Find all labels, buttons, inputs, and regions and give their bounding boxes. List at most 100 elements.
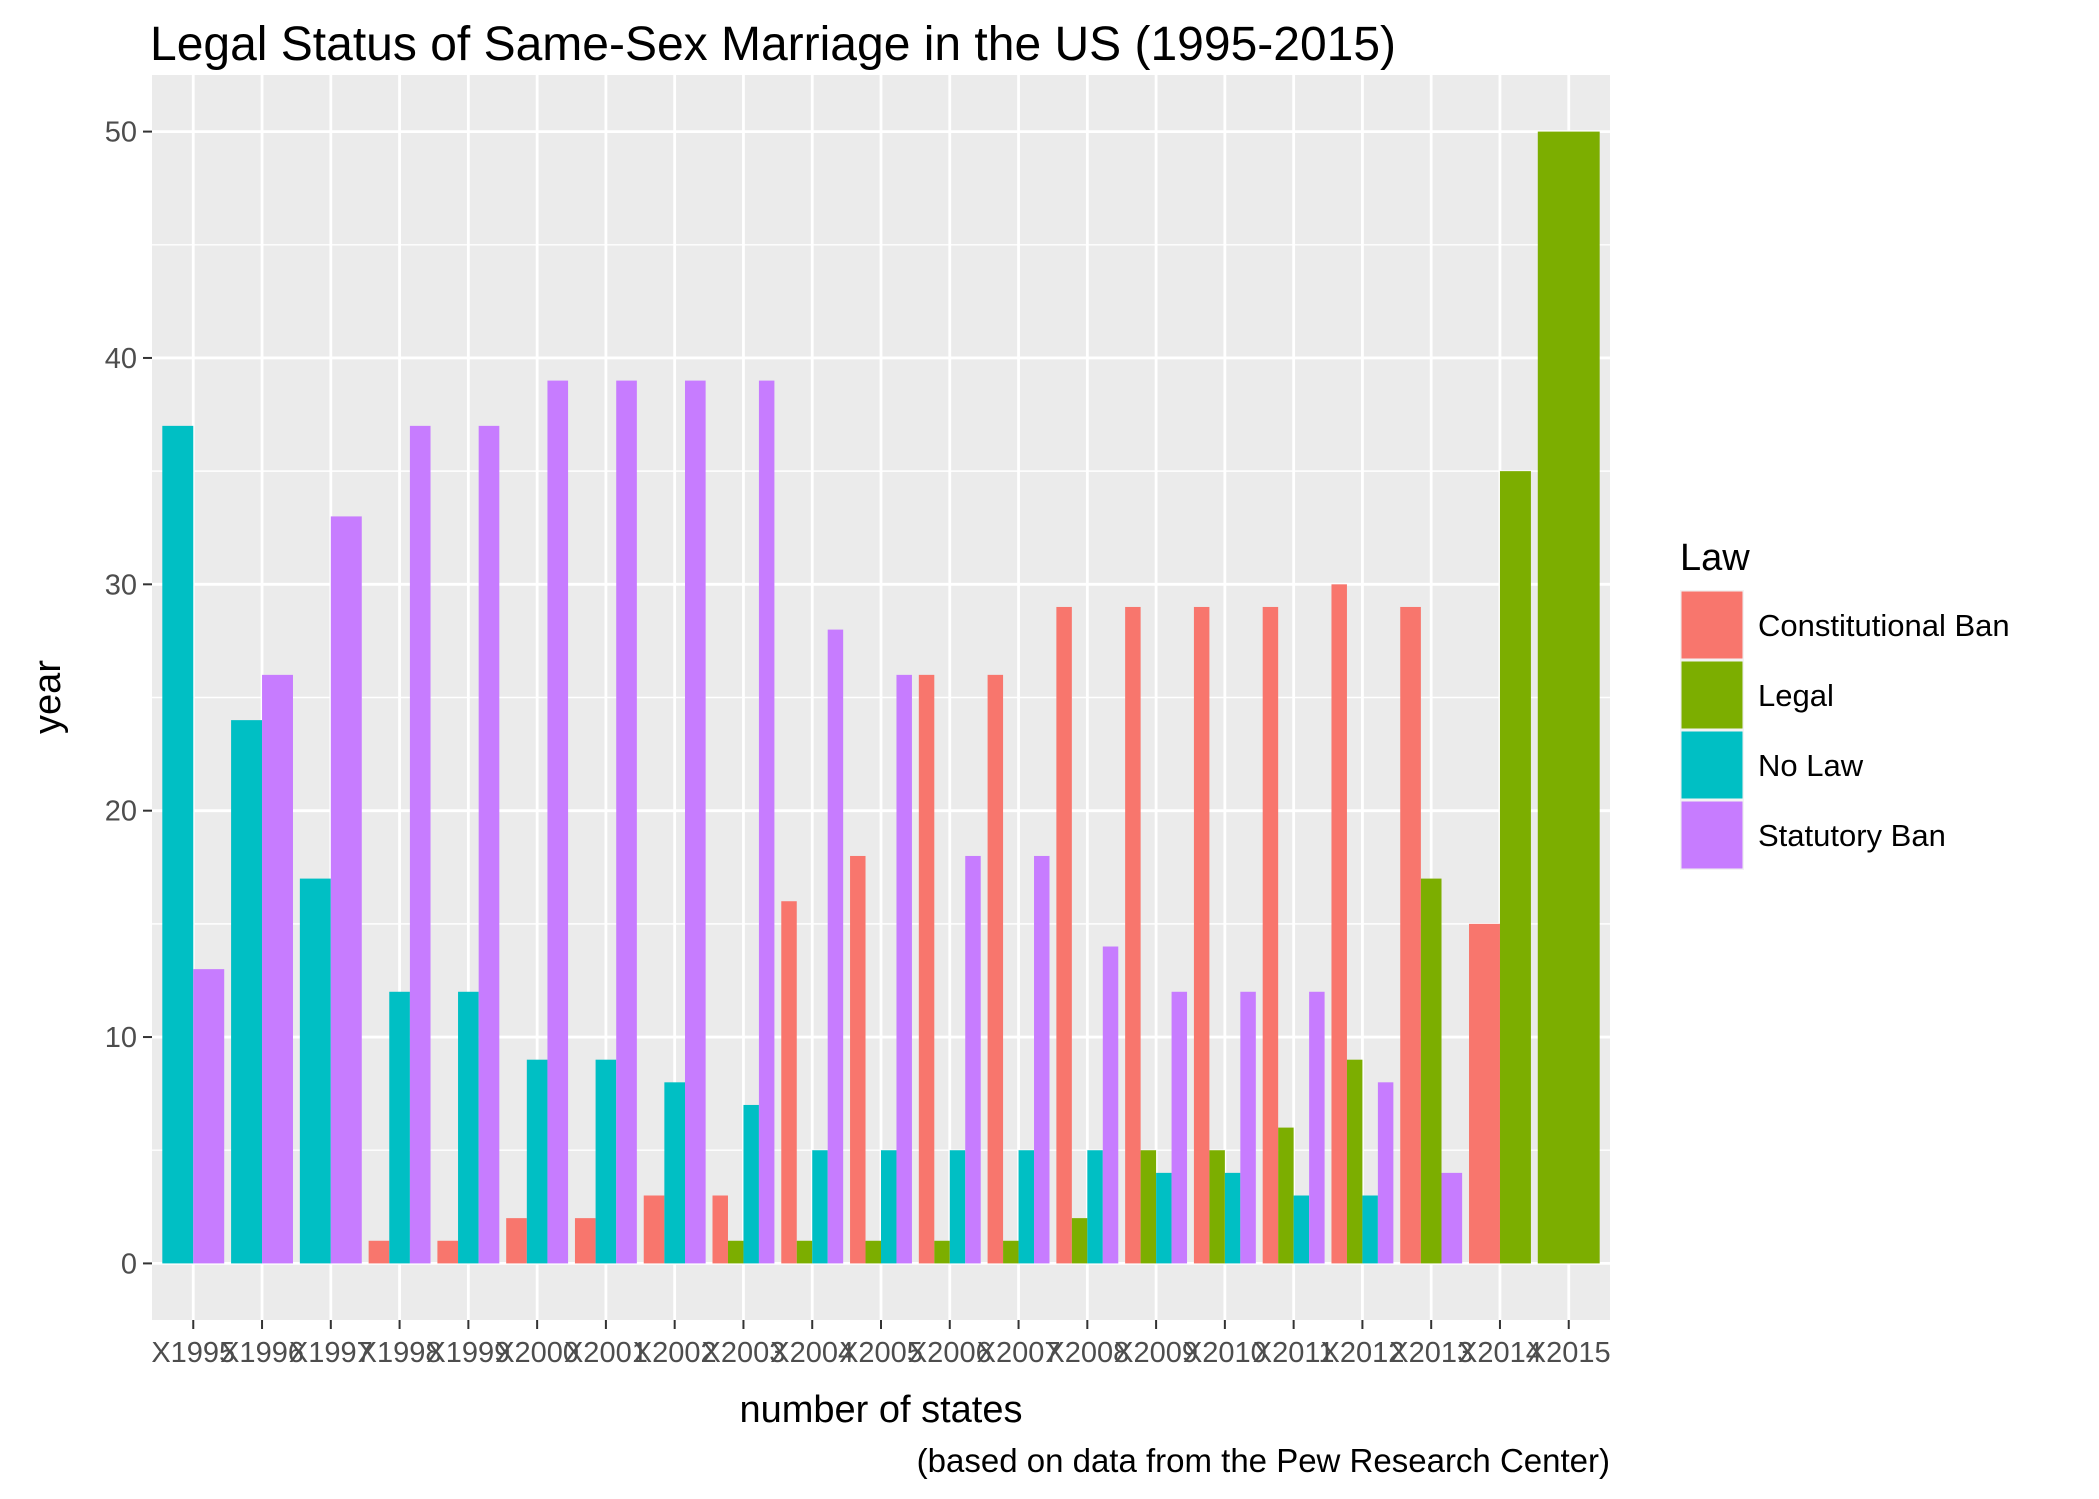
bar-X1997-no-law [299,878,331,1264]
bar-X2004-statutory-ban [827,629,844,1264]
bar-X2002-constitutional-ban [643,1195,665,1264]
bar-X2012-statutory-ban [1377,1082,1394,1264]
bar-X2006-no-law [949,1150,966,1264]
bar-X2006-statutory-ban [965,855,981,1264]
bar-X2006-constitutional-ban [918,674,935,1264]
bar-X1997-statutory-ban [330,516,362,1264]
x-tick-label: X2010 [1183,1337,1267,1369]
bar-X2010-constitutional-ban [1193,606,1210,1264]
x-tick-label: X2006 [908,1337,992,1369]
bar-X2006-legal [934,1240,950,1264]
bar-X1999-no-law [458,991,479,1264]
bar-X2014-legal [1499,471,1531,1264]
x-tick-label: X2002 [633,1337,717,1369]
x-tick-label: X2014 [1458,1337,1542,1369]
y-tick-label: 10 [105,1022,137,1054]
x-tick-label: X2009 [1114,1337,1198,1369]
bar-X2015-legal [1537,131,1600,1264]
x-tick-label: X1996 [220,1337,304,1369]
bar-X2008-legal [1071,1218,1088,1264]
y-axis-title: year [27,660,69,734]
bar-X1999-statutory-ban [478,425,500,1264]
bar-X2014-constitutional-ban [1469,923,1500,1264]
x-tick-label: X2004 [770,1337,854,1369]
bar-X2010-legal [1209,1150,1225,1264]
x-tick-label: X2000 [495,1337,579,1369]
x-tick-label: X1998 [358,1337,442,1369]
bar-X2012-no-law [1362,1195,1378,1264]
bar-X2011-legal [1278,1127,1294,1264]
bar-X2008-constitutional-ban [1056,606,1072,1264]
bar-X2010-no-law [1224,1172,1241,1264]
bar-X2005-no-law [881,1150,897,1264]
bar-X1996-statutory-ban [262,674,293,1264]
bar-X2011-no-law [1293,1195,1310,1264]
x-axis: X1995X1996X1997X1998X1999X2000X2001X2002… [151,1320,1611,1369]
bar-X2004-no-law [812,1150,828,1264]
bar-X2000-no-law [526,1059,548,1264]
bar-X1999-constitutional-ban [437,1240,459,1264]
x-tick-label: X2011 [1253,1337,1335,1369]
x-tick-label: X2015 [1527,1337,1611,1369]
legend-title: Law [1680,537,1750,579]
bar-X2009-statutory-ban [1171,991,1188,1264]
legend-swatch-statutory-ban [1681,801,1743,869]
x-tick-label: X2001 [564,1337,648,1369]
bar-X2005-constitutional-ban [850,855,866,1264]
legend: Law Constitutional Ban Legal No Law Statuto… [1680,537,2010,870]
legend-swatch-constitutional-ban [1681,591,1743,659]
bar-X2009-legal [1140,1150,1157,1264]
x-tick-label: X2013 [1389,1337,1473,1369]
legend-swatch-no-law [1681,731,1743,799]
bar-X2007-legal [1003,1240,1019,1264]
bar-X2011-constitutional-ban [1262,606,1279,1264]
x-tick-label: X2003 [702,1337,786,1369]
chart-caption: (based on data from the Pew Research Cen… [917,1442,1610,1479]
bar-X2000-constitutional-ban [506,1218,527,1264]
bar-X2001-constitutional-ban [574,1218,596,1264]
bar-X1996-no-law [231,720,263,1264]
y-tick-label: 40 [105,343,137,375]
y-axis: 0 10 20 30 40 50 [105,117,152,1280]
bar-X2005-legal [865,1240,881,1264]
bar-X2009-no-law [1156,1172,1172,1264]
bar-X2011-statutory-ban [1309,991,1325,1264]
x-tick-label: X2008 [1045,1337,1129,1369]
bar-X2003-constitutional-ban [712,1195,728,1264]
y-tick-label: 50 [105,117,137,149]
bar-X2003-legal [727,1240,744,1264]
bar-X1998-statutory-ban [409,425,431,1264]
y-tick-label: 0 [121,1248,137,1280]
bar-X2003-statutory-ban [758,380,775,1264]
legend-label: Legal [1758,678,1834,713]
bar-X1998-no-law [389,991,410,1264]
bar-X2001-no-law [595,1059,617,1264]
bar-X2004-legal [796,1240,813,1264]
x-tick-label: X1995 [151,1337,235,1369]
bar-X1995-statutory-ban [193,969,225,1264]
chart-title: Legal Status of Same-Sex Marriage in the… [150,18,1396,71]
x-tick-label: X2012 [1320,1337,1404,1369]
bars [162,131,1600,1264]
bar-X2002-no-law [664,1082,685,1264]
x-tick-label: X2005 [839,1337,923,1369]
bar-X2012-constitutional-ban [1331,584,1347,1264]
bar-X2005-statutory-ban [896,674,912,1264]
bar-X2008-no-law [1087,1150,1103,1264]
bar-X2000-statutory-ban [547,380,569,1264]
bar-X1998-constitutional-ban [368,1240,390,1264]
legend-label: Constitutional Ban [1758,608,2010,643]
legend-label: No Law [1758,748,1864,783]
bar-X2013-legal [1420,878,1442,1264]
bar-X2001-statutory-ban [616,380,637,1264]
y-tick-label: 30 [105,569,137,601]
legend-label: Statutory Ban [1758,818,1946,853]
bar-X2007-statutory-ban [1034,855,1050,1264]
bar-X2008-statutory-ban [1102,946,1119,1264]
bar-X2004-constitutional-ban [781,901,797,1264]
bar-X2009-constitutional-ban [1125,606,1141,1264]
legend-swatch-legal [1681,661,1743,729]
bar-X2010-statutory-ban [1240,991,1256,1264]
bar-X2007-no-law [1018,1150,1035,1264]
